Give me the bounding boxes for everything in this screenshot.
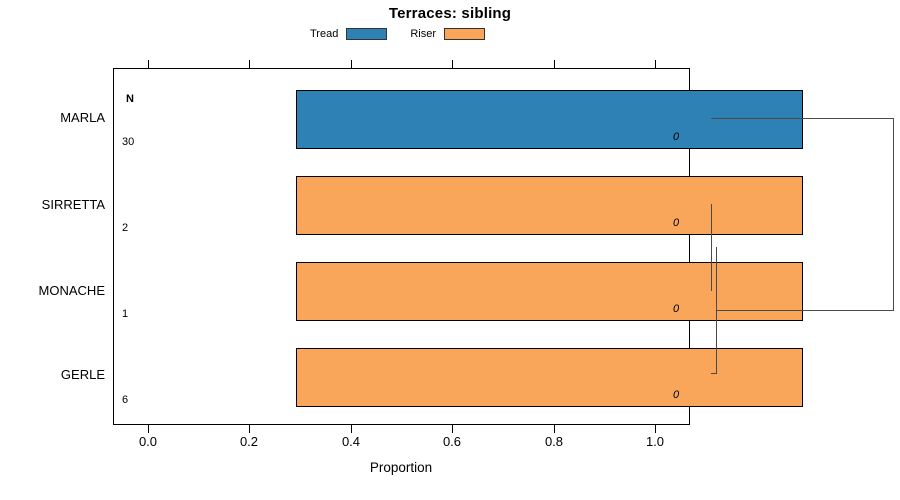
legend-label-tread: Tread [310,28,339,40]
x-tick-bottom [655,425,657,433]
bar-sirretta [296,176,803,235]
x-tick-label: 0.4 [341,434,361,449]
x-tick-bottom [351,425,353,433]
category-label-marla: MARLA [60,110,105,125]
x-tick-bottom [148,425,150,433]
bar-track [148,176,803,235]
dendrogram-branch-cluster [716,310,894,312]
x-tick-bottom [452,425,454,433]
bar-track [148,90,803,149]
x-tick-label: 0.6 [442,434,462,449]
n-value: 2 [122,222,129,234]
legend: Tread Riser [310,27,485,41]
bar-track [148,348,803,407]
category-label-monache: MONACHE [38,283,105,298]
x-tick-label: 0.8 [544,434,564,449]
dendrogram-leaf-gerle [711,373,717,375]
x-tick-top [148,60,150,68]
category-label-gerle: GERLE [60,367,105,382]
h-value: 0 [672,389,680,401]
x-tick-bottom [554,425,556,433]
x-tick-label: 0.0 [138,434,158,449]
bar-marla [296,90,803,149]
legend-label-riser: Riser [410,28,436,40]
legend-swatch-riser [444,28,485,40]
n-value: 30 [122,136,135,148]
category-label-sirretta: SIRRETTA [41,197,105,212]
x-axis-label: Proportion [369,460,433,475]
dendrogram-join-sirretta-monache [711,204,713,291]
x-tick-top [554,60,556,68]
h-value: 0 [672,131,680,143]
dendrogram-root-join [893,118,895,311]
bar-track [148,262,803,321]
x-tick-top [655,60,657,68]
x-tick-label: 1.0 [645,434,665,449]
h-value: 0 [672,303,680,315]
n-value: 6 [122,394,129,406]
legend-swatch-tread [346,28,388,40]
chart-title: Terraces: sibling [388,5,512,22]
x-tick-top [249,60,251,68]
dendrogram-branch-marla [711,118,894,120]
bar-monache [296,262,803,321]
x-tick-top [452,60,454,68]
x-tick-label: 0.2 [239,434,259,449]
x-tick-bottom [249,425,251,433]
x-tick-top [351,60,353,68]
dendrogram-join-gerle [716,247,718,374]
h-value: 0 [672,217,680,229]
n-column-header: N [126,93,134,105]
bar-gerle [296,348,803,407]
n-value: 1 [122,308,129,320]
